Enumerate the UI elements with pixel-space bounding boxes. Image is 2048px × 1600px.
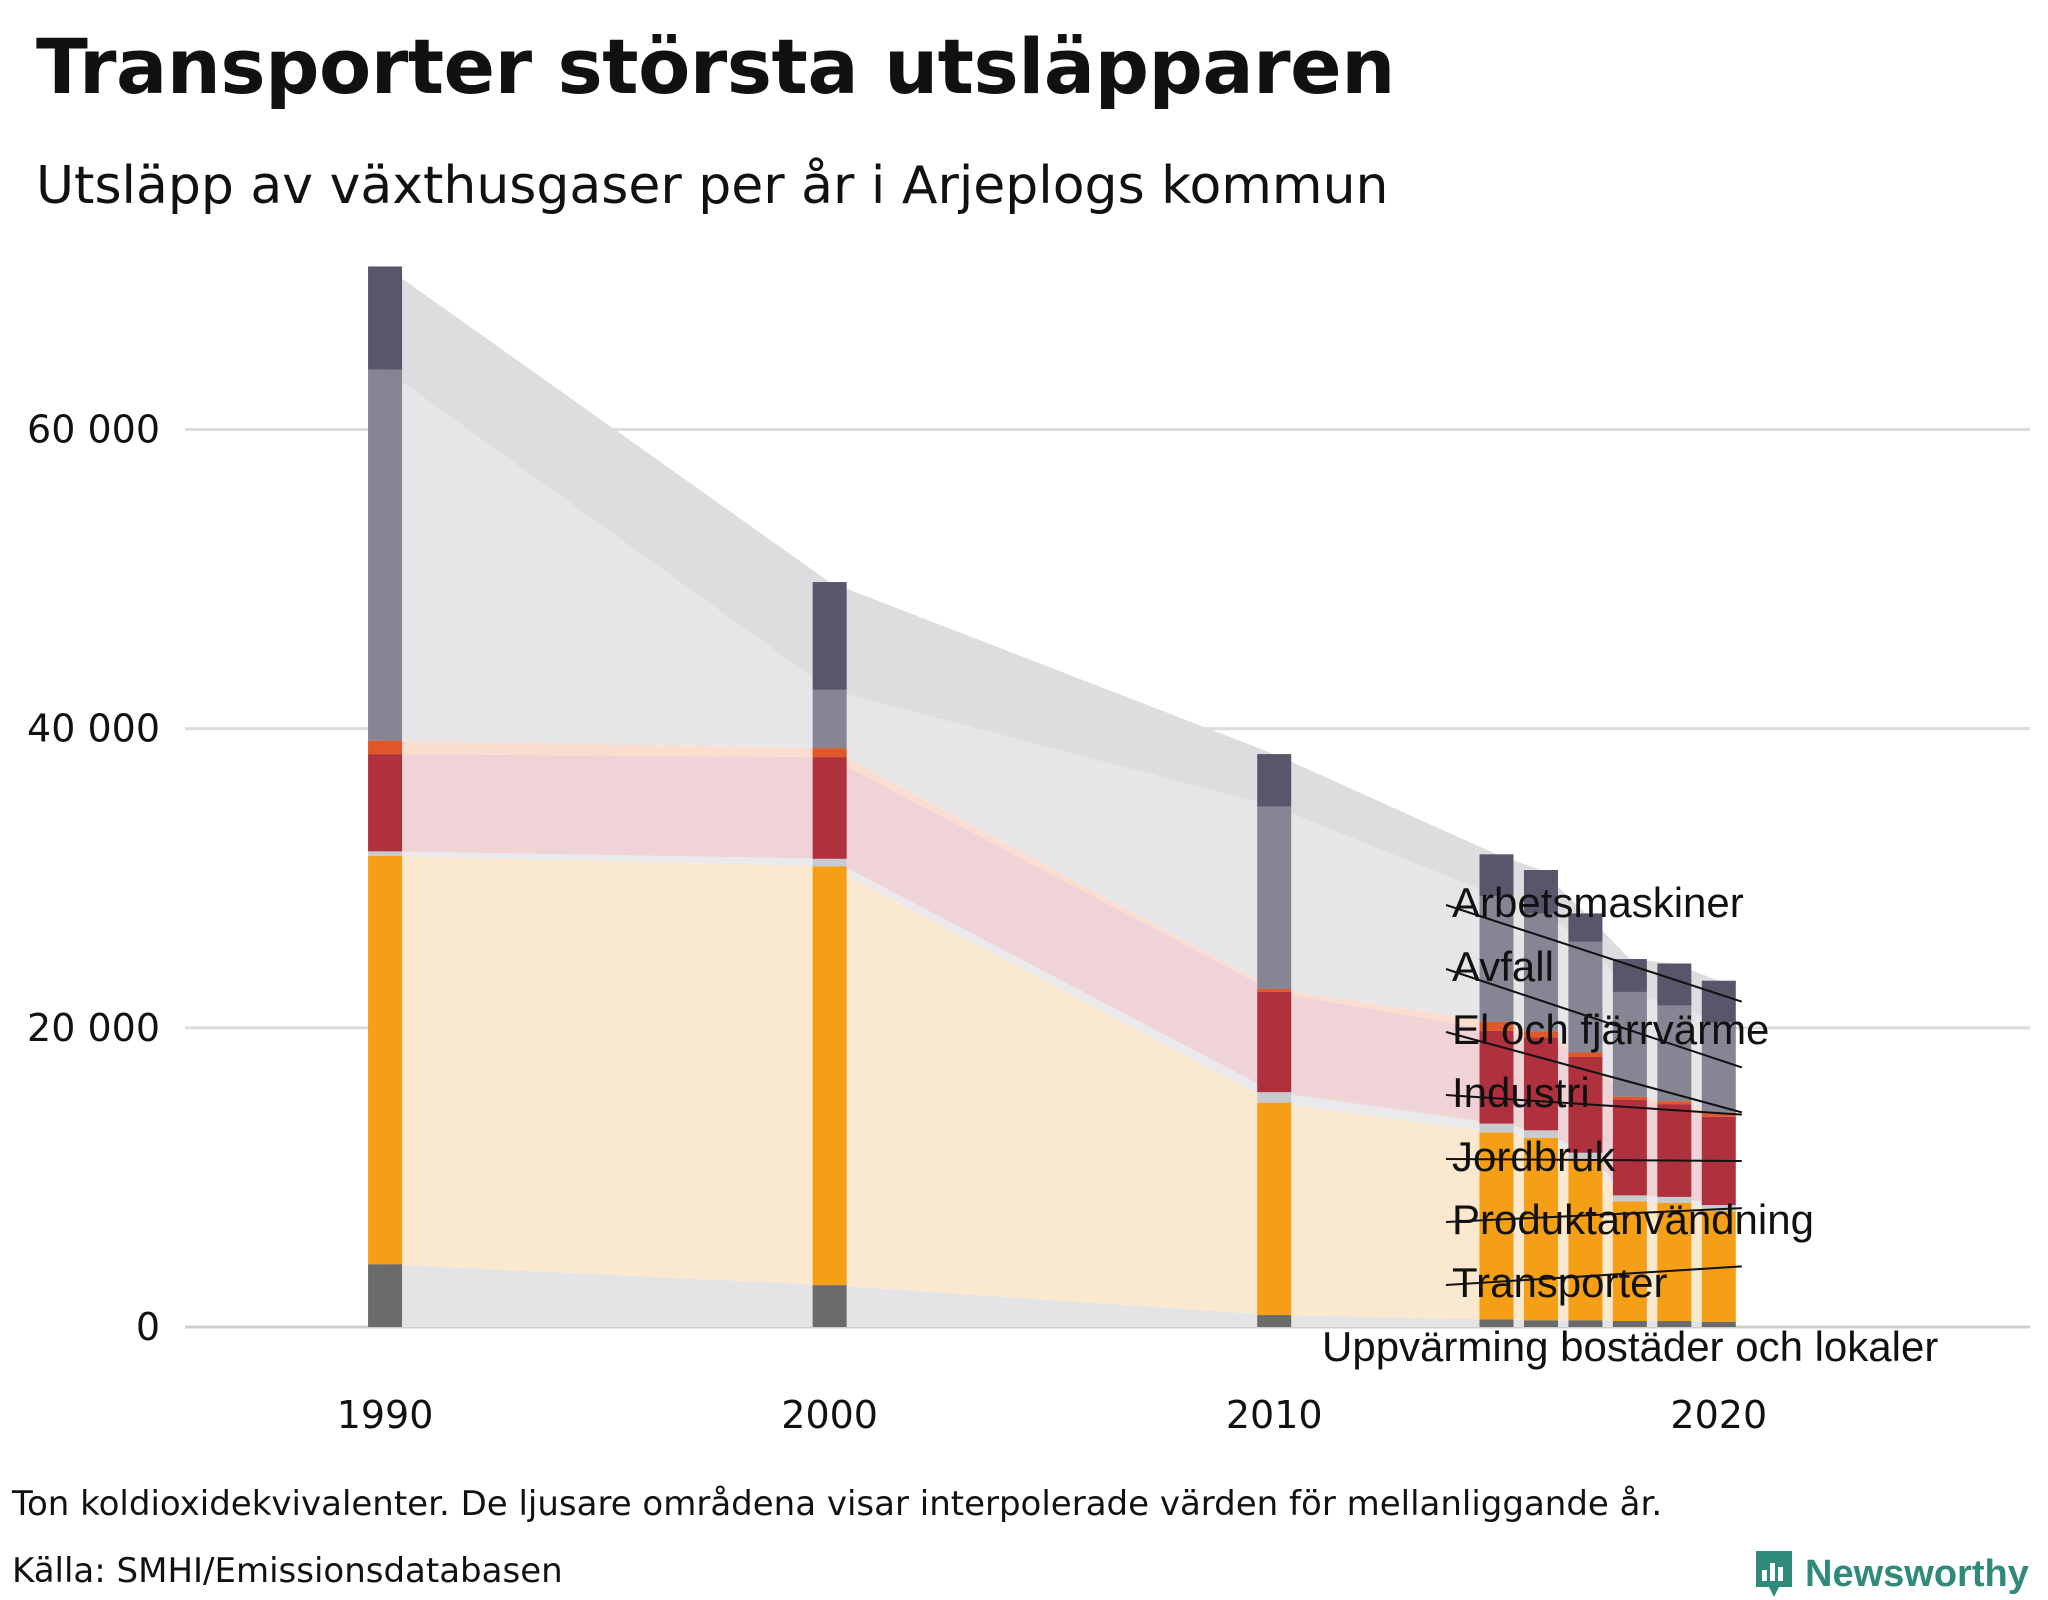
brand-name: Newsworthy <box>1805 1552 2029 1595</box>
bar-segment <box>1701 1022 1736 1113</box>
bar-segment <box>368 1264 403 1327</box>
bar-segment <box>368 369 403 741</box>
bar-segment <box>1257 1102 1292 1316</box>
bar-segment <box>812 689 847 749</box>
bar-segment <box>812 858 847 867</box>
bar-segment <box>1612 1321 1647 1327</box>
bar-segment <box>368 740 403 755</box>
band-arbetsmaskiner <box>385 266 1719 1023</box>
bar-segment <box>1523 1037 1558 1131</box>
bar-segment <box>1657 1104 1692 1197</box>
bar-segment <box>1568 1052 1603 1058</box>
x-tick-label: 2010 <box>1226 1393 1323 1437</box>
series-label-produktanv-ndning: Produktanvändning <box>1452 1196 1814 1243</box>
bar-segment <box>812 748 847 758</box>
chart-title: Transporter största utsläpparen <box>36 22 1395 111</box>
bar-segment <box>1257 754 1292 807</box>
bar-segment <box>1657 1005 1692 1102</box>
series-label-avfall: Avfall <box>1452 943 1554 990</box>
leader-line <box>1445 1031 1743 1114</box>
bar-segment <box>1568 941 1603 1053</box>
bar-segment <box>368 851 403 856</box>
bar-segment <box>1612 1096 1647 1100</box>
bar-segment <box>1612 1201 1647 1322</box>
series-label-jordbruk: Jordbruk <box>1452 1133 1616 1180</box>
bar-segment <box>1479 854 1514 897</box>
x-tick-label: 2020 <box>1670 1393 1767 1437</box>
bar-segment <box>368 754 403 852</box>
leader-line <box>1445 1094 1742 1116</box>
bar-segment <box>812 866 847 1286</box>
y-tick-label: 0 <box>136 1305 160 1349</box>
band-uppv-rming-bost-der-och-lokaler <box>385 1264 1719 1327</box>
brand-logo[interactable]: Newsworthy <box>1753 1548 2029 1600</box>
bar-segment <box>1568 1320 1603 1327</box>
bar-segment <box>1657 1202 1692 1322</box>
bar-segment <box>1479 1123 1514 1133</box>
bar-segment <box>1257 1092 1292 1103</box>
newsworthy-logo-icon <box>1756 1551 1792 1597</box>
bar-segment <box>368 266 403 370</box>
series-label-uppv-rming-bost-der-och-lokaler: Uppvärming bostäder och lokaler <box>1322 1323 1938 1370</box>
bar-segment <box>368 855 403 1265</box>
direct-labels: Arbetsmaskiner Avfall El och fjärrvärme Ind… <box>1322 879 1938 1370</box>
bar-segment <box>1523 870 1558 914</box>
chart-subtitle: Utsläpp av växthusgaser per år i Arjeplo… <box>36 156 1389 216</box>
bar-segment <box>1479 1319 1514 1327</box>
band-transporter <box>385 855 1719 1322</box>
bar-segment <box>812 1285 847 1327</box>
series-label-el-och-fj-rrv-rme: El och fjärrvärme <box>1452 1006 1769 1053</box>
bar-segment <box>1701 980 1736 1023</box>
bar-segment <box>812 757 847 859</box>
x-tick-label: 1990 <box>337 1393 434 1437</box>
bar-segment <box>1479 1021 1514 1031</box>
bar-segment <box>1657 1101 1692 1105</box>
series-label-transporter: Transporter <box>1452 1259 1668 1306</box>
bar-segment <box>1612 959 1647 992</box>
leader-line <box>1445 968 1743 1069</box>
bar-segment <box>1612 1099 1647 1196</box>
bar-segment <box>1523 1031 1558 1038</box>
bar-segment <box>1657 1196 1692 1203</box>
bars-layer <box>368 266 1736 1327</box>
series-label-arbetsmaskiner: Arbetsmaskiner <box>1452 879 1744 926</box>
bar-segment <box>1257 1315 1292 1327</box>
footnote: Ton koldioxidekvivalenter. De ljusare om… <box>12 1484 1663 1524</box>
bar-segment <box>1523 1320 1558 1327</box>
bar-segment <box>1479 1132 1514 1320</box>
bar-segment <box>1523 1137 1558 1321</box>
leader-line <box>1445 1265 1742 1286</box>
bar-segment <box>1568 913 1603 942</box>
axis-labels: 0 20 000 40 000 60 000 1990 2000 2010 2020 <box>27 408 1767 1438</box>
source-note: Källa: SMHI/Emissionsdatabasen <box>12 1551 563 1591</box>
band-jordbruk <box>385 754 1719 1206</box>
leader-line <box>1445 904 1743 1003</box>
bar-segment <box>1257 991 1292 1093</box>
bar-segment <box>1701 1112 1736 1117</box>
interpolated-bands <box>385 266 1719 1327</box>
bar-segment <box>1657 1321 1692 1327</box>
bar-segment <box>1568 1152 1603 1161</box>
bar-segment <box>1612 1195 1647 1202</box>
bar-segment <box>1657 963 1692 1006</box>
leader-line <box>1445 1158 1742 1162</box>
y-tick-label: 20 000 <box>27 1006 160 1050</box>
bar-segment <box>1701 1205 1736 1212</box>
bar-segment <box>1568 1160 1603 1321</box>
y-tick-label: 40 000 <box>27 707 160 751</box>
y-tick-label: 60 000 <box>27 408 160 452</box>
x-tick-label: 2000 <box>781 1393 878 1437</box>
series-label-industri: Industri <box>1452 1069 1590 1116</box>
bar-segment <box>812 582 847 690</box>
leader-line <box>1445 1207 1742 1223</box>
band-avfall <box>385 369 1719 1113</box>
bar-segment <box>1257 988 1292 992</box>
bar-segment <box>1257 806 1292 989</box>
bar-segment <box>1701 1321 1736 1327</box>
bar-segment <box>1523 1130 1558 1138</box>
